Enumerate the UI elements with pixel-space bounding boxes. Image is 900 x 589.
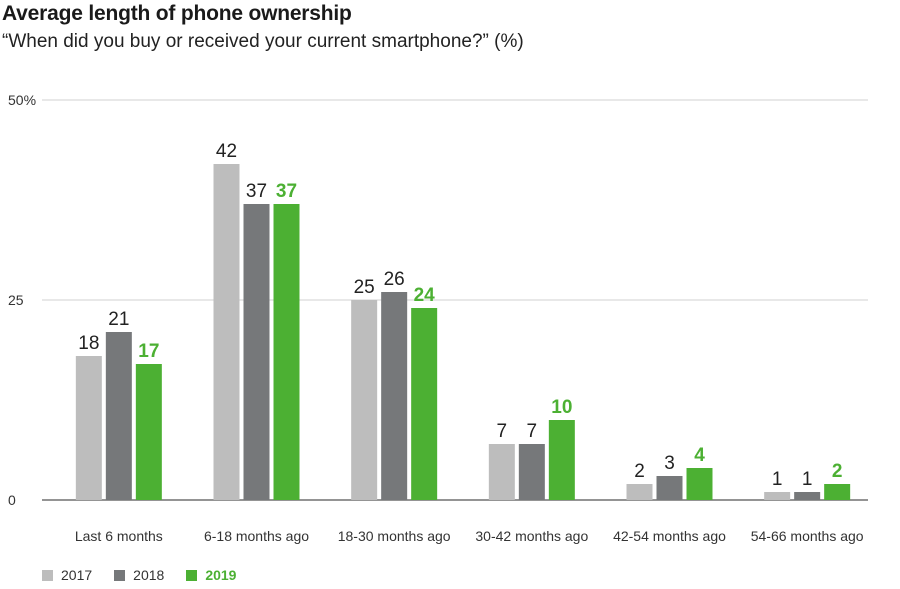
bar xyxy=(243,204,270,500)
data-label: 24 xyxy=(414,285,436,306)
legend-label: 2019 xyxy=(205,567,237,583)
x-tick-label: 54-66 months ago xyxy=(751,528,864,544)
data-label: 21 xyxy=(108,309,129,330)
bar xyxy=(764,492,791,500)
data-label: 2 xyxy=(832,461,843,482)
bar xyxy=(75,356,102,500)
chart-legend: 2017 2018 2019 xyxy=(42,567,258,583)
data-label: 7 xyxy=(527,421,538,442)
bar xyxy=(656,476,683,500)
data-label: 10 xyxy=(551,397,572,418)
bar xyxy=(105,332,132,500)
data-label: 1 xyxy=(802,469,813,490)
bar xyxy=(626,484,653,500)
data-label: 37 xyxy=(246,181,267,202)
legend-item: 2017 xyxy=(42,567,92,583)
data-label: 17 xyxy=(138,341,159,362)
bar xyxy=(273,204,300,500)
data-label: 7 xyxy=(497,421,508,442)
data-label: 18 xyxy=(78,333,99,354)
bar xyxy=(213,164,240,500)
data-label: 26 xyxy=(384,269,405,290)
legend-swatch xyxy=(42,569,53,581)
bar xyxy=(518,444,545,500)
x-tick-label: 42-54 months ago xyxy=(613,528,726,544)
legend-item: 2018 xyxy=(114,567,164,583)
bar xyxy=(548,420,575,500)
bar xyxy=(686,468,713,500)
bar xyxy=(411,308,438,500)
data-label: 25 xyxy=(354,277,375,298)
chart-subtitle: “When did you buy or received your curre… xyxy=(2,31,524,52)
data-label: 3 xyxy=(664,453,675,474)
bar xyxy=(488,444,515,500)
y-tick-label: 25 xyxy=(8,292,24,308)
y-tick-label: 0 xyxy=(8,492,16,508)
bar xyxy=(351,300,378,500)
legend-swatch xyxy=(114,569,126,581)
legend-label: 2018 xyxy=(133,567,165,583)
bar xyxy=(824,484,851,500)
bar xyxy=(381,292,408,500)
bar xyxy=(135,364,162,500)
y-tick-label: 50% xyxy=(8,92,36,108)
data-label: 42 xyxy=(216,141,237,162)
legend-label: 2017 xyxy=(61,567,93,583)
data-label: 1 xyxy=(772,469,783,490)
x-tick-label: 30-42 months ago xyxy=(475,528,588,544)
bar xyxy=(794,492,821,500)
legend-swatch xyxy=(186,569,198,581)
x-tick-label: Last 6 months xyxy=(75,528,163,544)
x-tick-label: 18-30 months ago xyxy=(338,528,451,544)
legend-item: 2019 xyxy=(186,567,236,583)
data-label: 2 xyxy=(634,461,645,482)
x-tick-label: 6-18 months ago xyxy=(204,528,309,544)
data-label: 4 xyxy=(694,445,705,466)
chart-title: Average length of phone ownership xyxy=(2,2,352,25)
data-label: 37 xyxy=(276,181,297,202)
